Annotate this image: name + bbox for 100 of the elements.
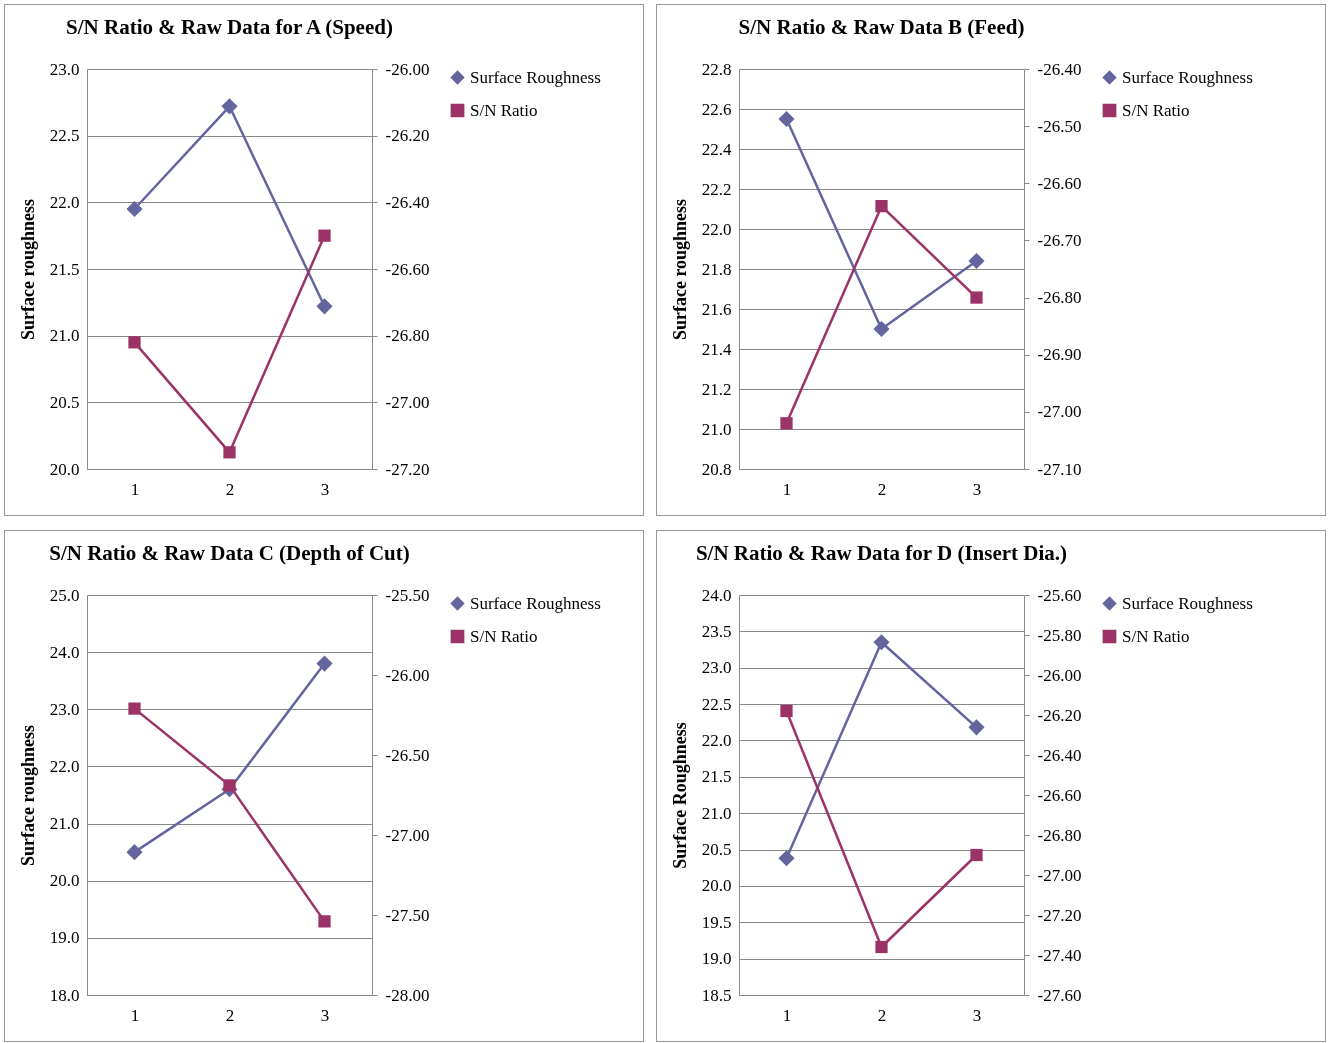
point bbox=[780, 417, 793, 430]
point bbox=[968, 252, 985, 270]
x-tick-label: 3 bbox=[320, 1005, 330, 1025]
point bbox=[318, 915, 331, 928]
x-tick-label: 1 bbox=[130, 1005, 140, 1025]
y2-tick-label: -26.40 bbox=[1037, 59, 1082, 79]
y-tick-label: 20.5 bbox=[49, 392, 80, 412]
point bbox=[780, 704, 793, 718]
x-tick-label: 1 bbox=[130, 479, 140, 499]
y-tick-label: 20.0 bbox=[49, 459, 80, 479]
y-tick-label: 19.0 bbox=[49, 928, 80, 948]
y-tick-label: 22.2 bbox=[701, 179, 732, 199]
point bbox=[223, 446, 236, 459]
point bbox=[126, 844, 143, 861]
y-tick-label: 20.0 bbox=[701, 876, 732, 896]
point bbox=[316, 298, 333, 315]
point bbox=[970, 291, 983, 304]
x-tick-label: 3 bbox=[972, 1005, 982, 1025]
y2-tick-label: -27.10 bbox=[1037, 459, 1082, 479]
y-tick-label: 21.5 bbox=[701, 767, 732, 787]
y2-tick-label: -26.40 bbox=[385, 192, 430, 212]
y-tick-label: 23.0 bbox=[49, 699, 80, 719]
y-tick-label: 22.0 bbox=[701, 730, 732, 750]
y2-tick-label: -27.40 bbox=[1037, 945, 1082, 965]
y-tick-label: 24.0 bbox=[49, 642, 80, 662]
y-tick-label: 18.0 bbox=[49, 985, 80, 1005]
y-tick-label: 21.6 bbox=[701, 299, 732, 319]
point bbox=[873, 634, 890, 651]
y-axis-title: Surface roughness bbox=[17, 724, 38, 867]
legend-label: Surface Roughness bbox=[470, 67, 601, 87]
y-tick-label: 21.4 bbox=[701, 339, 732, 359]
y-tick-label: 20.8 bbox=[701, 459, 732, 479]
point bbox=[221, 98, 238, 115]
point bbox=[318, 229, 331, 242]
y-tick-label: 25.0 bbox=[49, 585, 80, 605]
x-tick-label: 1 bbox=[782, 1005, 792, 1025]
y2-tick-label: -26.70 bbox=[1037, 230, 1082, 250]
chart-title: S/N Ratio & Raw Data B (Feed) bbox=[738, 15, 1025, 39]
y2-tick-label: -26.20 bbox=[385, 126, 430, 146]
y2-tick-label: -26.60 bbox=[385, 259, 430, 279]
y-tick-label: 24.0 bbox=[701, 585, 732, 605]
y-tick-label: 22.4 bbox=[701, 139, 732, 159]
point bbox=[968, 719, 985, 736]
y2-tick-label: -27.60 bbox=[1037, 985, 1082, 1005]
x-tick-label: 1 bbox=[782, 479, 792, 499]
legend-label: Surface Roughness bbox=[1122, 593, 1253, 613]
point bbox=[223, 779, 236, 792]
y-tick-label: 20.5 bbox=[701, 840, 732, 860]
y2-tick-label: -26.50 bbox=[385, 745, 430, 765]
y-tick-label: 22.0 bbox=[49, 192, 80, 212]
y-axis-title: Surface roughness bbox=[669, 198, 690, 341]
point bbox=[875, 940, 888, 954]
legend-label: S/N Ratio bbox=[1122, 626, 1190, 646]
y2-tick-label: -27.20 bbox=[385, 459, 430, 479]
y2-tick-label: -25.60 bbox=[1037, 585, 1082, 605]
y-tick-label: 22.0 bbox=[49, 756, 80, 776]
x-tick-label: 3 bbox=[972, 479, 982, 499]
chart-title: S/N Ratio & Raw Data for D (Insert Dia.) bbox=[695, 541, 1068, 565]
y2-tick-label: -26.80 bbox=[1037, 288, 1082, 308]
y2-tick-label: -26.90 bbox=[1037, 345, 1082, 365]
y2-tick-label: -25.50 bbox=[385, 585, 430, 605]
y-tick-label: 21.0 bbox=[49, 814, 80, 834]
y-axis-title: Surface Roughness bbox=[669, 722, 690, 869]
chart-title: S/N Ratio & Raw Data for A (Speed) bbox=[66, 15, 393, 39]
y-tick-label: 22.6 bbox=[701, 99, 732, 119]
legend-label: Surface Roughness bbox=[470, 593, 601, 613]
y2-tick-label: -25.80 bbox=[1037, 625, 1082, 645]
y2-tick-label: -27.20 bbox=[1037, 905, 1082, 925]
point bbox=[875, 200, 888, 213]
point bbox=[128, 336, 141, 349]
y2-tick-label: -26.40 bbox=[1037, 745, 1082, 765]
point bbox=[126, 200, 143, 218]
y2-tick-label: -26.20 bbox=[1037, 705, 1082, 725]
chart-title: S/N Ratio & Raw Data C (Depth of Cut) bbox=[49, 541, 410, 565]
y2-tick-label: -26.60 bbox=[1037, 173, 1082, 193]
y-tick-label: 21.0 bbox=[701, 803, 732, 823]
y-tick-label: 19.0 bbox=[701, 949, 732, 969]
y-tick-label: 18.5 bbox=[701, 985, 732, 1005]
point bbox=[128, 702, 141, 715]
y-tick-label: 21.8 bbox=[701, 259, 732, 279]
point bbox=[316, 655, 333, 672]
y-axis-title: Surface roughness bbox=[17, 198, 38, 341]
point bbox=[970, 848, 983, 862]
x-tick-label: 2 bbox=[225, 1005, 235, 1025]
y-tick-label: 23.0 bbox=[701, 658, 732, 678]
y2-tick-label: -28.00 bbox=[385, 985, 430, 1005]
y2-tick-label: -26.80 bbox=[385, 326, 430, 346]
legend-label: Surface Roughness bbox=[1122, 67, 1253, 87]
point bbox=[778, 110, 795, 128]
x-tick-label: 2 bbox=[877, 479, 887, 499]
y-tick-label: 23.0 bbox=[49, 59, 80, 79]
y2-tick-label: -26.00 bbox=[385, 59, 430, 79]
y-tick-label: 22.5 bbox=[49, 126, 80, 146]
y2-tick-label: -26.00 bbox=[1037, 665, 1082, 685]
x-tick-label: 3 bbox=[320, 479, 330, 499]
legend-label: S/N Ratio bbox=[1122, 100, 1190, 120]
y2-tick-label: -27.00 bbox=[385, 392, 430, 412]
y-tick-label: 21.0 bbox=[701, 419, 732, 439]
y-tick-label: 22.0 bbox=[701, 219, 732, 239]
legend-label: S/N Ratio bbox=[470, 626, 538, 646]
